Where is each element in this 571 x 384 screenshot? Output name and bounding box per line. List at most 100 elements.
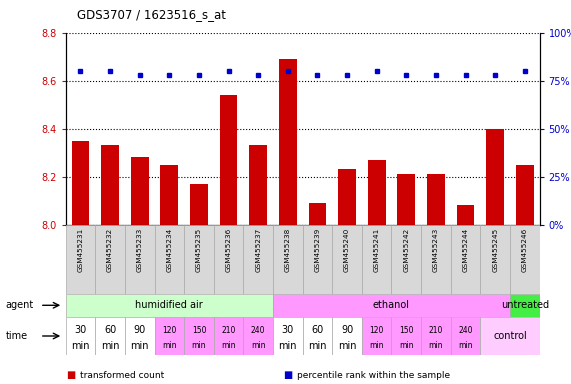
Text: min: min [71, 341, 90, 351]
Text: 90: 90 [134, 325, 146, 335]
Text: GSM455231: GSM455231 [78, 228, 83, 272]
Bar [243, 317, 273, 355]
Bar [190, 184, 208, 225]
Bar [184, 317, 214, 355]
Bar [125, 317, 155, 355]
Bar [421, 317, 451, 355]
Text: 150: 150 [399, 326, 413, 335]
Bar [332, 225, 362, 294]
Text: min: min [192, 341, 206, 350]
Bar [421, 225, 451, 294]
Text: GSM455232: GSM455232 [107, 228, 113, 272]
Bar [160, 165, 178, 225]
Text: untreated: untreated [501, 300, 549, 310]
Text: GSM455235: GSM455235 [196, 228, 202, 272]
Bar [308, 203, 327, 225]
Text: 240: 240 [251, 326, 266, 335]
Text: ethanol: ethanol [373, 300, 410, 310]
Bar [510, 225, 540, 294]
Text: 30: 30 [282, 325, 294, 335]
Text: GSM455246: GSM455246 [522, 228, 528, 272]
Text: min: min [130, 341, 149, 351]
Bar [457, 205, 475, 225]
Text: 240: 240 [459, 326, 473, 335]
Text: ■: ■ [283, 370, 292, 380]
Bar [131, 157, 148, 225]
Bar [71, 141, 89, 225]
Bar [427, 174, 445, 225]
Text: GSM455242: GSM455242 [403, 228, 409, 272]
Text: GSM455233: GSM455233 [136, 228, 143, 272]
Text: ■: ■ [66, 370, 75, 380]
Text: GSM455237: GSM455237 [255, 228, 261, 272]
Text: GSM455234: GSM455234 [166, 228, 172, 272]
Bar [279, 59, 297, 225]
Bar [303, 317, 332, 355]
Text: min: min [459, 341, 473, 350]
Bar [397, 174, 415, 225]
Bar [155, 225, 184, 294]
Bar [510, 294, 540, 317]
Text: 120: 120 [162, 326, 176, 335]
Text: GSM455243: GSM455243 [433, 228, 439, 272]
Bar [220, 95, 238, 225]
Bar [155, 317, 184, 355]
Bar [66, 294, 273, 317]
Text: agent: agent [6, 300, 34, 310]
Bar [273, 317, 303, 355]
Bar [101, 146, 119, 225]
Bar [362, 225, 392, 294]
Text: GSM455241: GSM455241 [373, 228, 380, 272]
Bar [250, 146, 267, 225]
Text: 210: 210 [429, 326, 443, 335]
Bar [66, 317, 95, 355]
Text: 90: 90 [341, 325, 353, 335]
Text: GDS3707 / 1623516_s_at: GDS3707 / 1623516_s_at [77, 8, 226, 21]
Bar [516, 165, 534, 225]
Bar [95, 317, 125, 355]
Text: 120: 120 [369, 326, 384, 335]
Text: min: min [369, 341, 384, 350]
Text: min: min [429, 341, 443, 350]
Text: 60: 60 [104, 325, 116, 335]
Bar [451, 225, 480, 294]
Text: GSM455244: GSM455244 [463, 228, 469, 272]
Text: percentile rank within the sample: percentile rank within the sample [297, 371, 450, 380]
Bar [486, 129, 504, 225]
Bar [392, 225, 421, 294]
Text: GSM455240: GSM455240 [344, 228, 350, 272]
Text: 150: 150 [192, 326, 206, 335]
Text: min: min [308, 341, 327, 351]
Bar [332, 317, 362, 355]
Bar [214, 317, 243, 355]
Text: transformed count: transformed count [80, 371, 164, 380]
Bar [243, 225, 273, 294]
Text: GSM455245: GSM455245 [492, 228, 498, 272]
Bar [303, 225, 332, 294]
Text: min: min [222, 341, 236, 350]
Text: 30: 30 [74, 325, 87, 335]
Bar [480, 225, 510, 294]
Text: humidified air: humidified air [135, 300, 203, 310]
Bar [480, 317, 540, 355]
Text: min: min [338, 341, 356, 351]
Bar [66, 225, 95, 294]
Text: GSM455239: GSM455239 [315, 228, 320, 272]
Bar [125, 225, 155, 294]
Bar [451, 317, 480, 355]
Bar [338, 169, 356, 225]
Text: min: min [101, 341, 119, 351]
Text: control: control [493, 331, 527, 341]
Bar [273, 294, 510, 317]
Text: time: time [6, 331, 28, 341]
Text: GSM455236: GSM455236 [226, 228, 232, 272]
Text: GSM455238: GSM455238 [285, 228, 291, 272]
Bar [392, 317, 421, 355]
Text: min: min [279, 341, 297, 351]
Text: min: min [162, 341, 176, 350]
Bar [368, 160, 385, 225]
Text: min: min [251, 341, 266, 350]
Bar [273, 225, 303, 294]
Bar [95, 225, 125, 294]
Bar [184, 225, 214, 294]
